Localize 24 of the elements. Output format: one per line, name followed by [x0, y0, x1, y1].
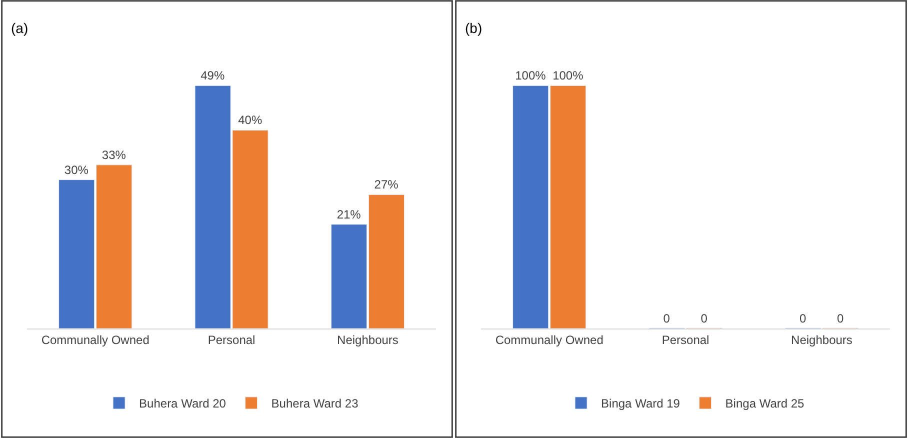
data-label: 0 [800, 312, 807, 326]
data-label: 21% [336, 207, 362, 222]
data-label: 40% [238, 113, 262, 128]
data-label: 27% [374, 178, 399, 192]
x-tick-label: Neighbours [791, 332, 852, 347]
x-tick-label: Communally Owned [41, 332, 150, 347]
x-tick-label: Personal [662, 332, 710, 347]
chart-title: (b) [465, 20, 482, 36]
data-label: 49% [200, 68, 225, 83]
chart-title: (a) [11, 20, 28, 36]
data-label: 0 [700, 312, 708, 326]
data-label: 33% [102, 148, 126, 162]
legend-label: Buhera Ward 20 [139, 396, 226, 411]
x-tick-label: Personal [208, 332, 256, 347]
x-tick-label: Communally Owned [495, 332, 604, 347]
data-label: 30% [64, 162, 89, 177]
data-label: 100% [515, 68, 546, 83]
data-label: 0 [663, 312, 670, 326]
legend-label: Binga Ward 19 [601, 396, 680, 411]
x-tick-label: Neighbours [337, 332, 398, 347]
legend-label: Buhera Ward 23 [271, 396, 359, 411]
data-label: 100% [552, 68, 584, 83]
legend-label: Binga Ward 25 [725, 396, 805, 411]
data-label: 0 [836, 312, 844, 326]
